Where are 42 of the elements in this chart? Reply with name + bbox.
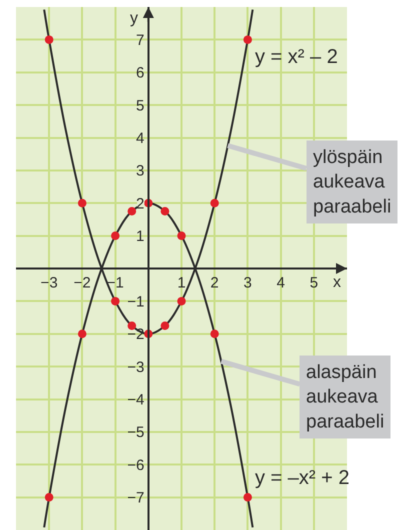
annotation: alaspäin aukeava paraabeli xyxy=(306,362,384,432)
y-tick-label: 4 xyxy=(136,130,144,147)
x-axis-title: x xyxy=(333,274,341,291)
point xyxy=(78,330,86,338)
point xyxy=(111,296,120,306)
y-tick-label: −6 xyxy=(127,456,144,474)
x-tick-label: 2 xyxy=(210,274,219,292)
x-tick-label: −2 xyxy=(74,274,91,292)
annotation: y = –x² + 2 xyxy=(255,467,350,489)
x-tick-label: −3 xyxy=(40,274,58,292)
point xyxy=(210,330,219,338)
y-tick-label: −5 xyxy=(127,424,144,442)
x-tick-label: 1 xyxy=(177,274,186,292)
y-tick-label: 3 xyxy=(136,162,144,180)
point xyxy=(177,296,186,306)
y-tick-label: −7 xyxy=(127,490,144,507)
point xyxy=(210,198,219,208)
annotation: y = x² – 2 xyxy=(255,46,338,68)
point xyxy=(160,207,170,216)
y-tick-label: 1 xyxy=(136,228,144,246)
point xyxy=(44,35,54,44)
point xyxy=(78,198,86,208)
annotation: ylöspäin aukeava paraabeli xyxy=(313,147,392,218)
point xyxy=(160,321,170,330)
y-tick-label: 7 xyxy=(136,32,144,49)
x-tick-label: 3 xyxy=(244,274,252,292)
y-tick-label: −3 xyxy=(127,358,144,376)
point xyxy=(243,35,252,44)
x-tick-label: 4 xyxy=(276,274,285,292)
point xyxy=(243,493,252,502)
y-tick-label: −4 xyxy=(127,392,144,408)
point xyxy=(128,207,136,216)
y-axis-title: y xyxy=(130,10,138,27)
y-tick-label: 5 xyxy=(136,97,144,114)
y-tick-label: 2 xyxy=(136,195,144,212)
x-tick-label: 5 xyxy=(310,274,318,292)
y-tick-label: 6 xyxy=(136,64,144,82)
x-tick-label: −1 xyxy=(106,274,124,292)
point xyxy=(44,493,54,502)
point xyxy=(111,232,120,240)
point xyxy=(177,232,186,240)
y-tick-label: −1 xyxy=(127,293,144,310)
